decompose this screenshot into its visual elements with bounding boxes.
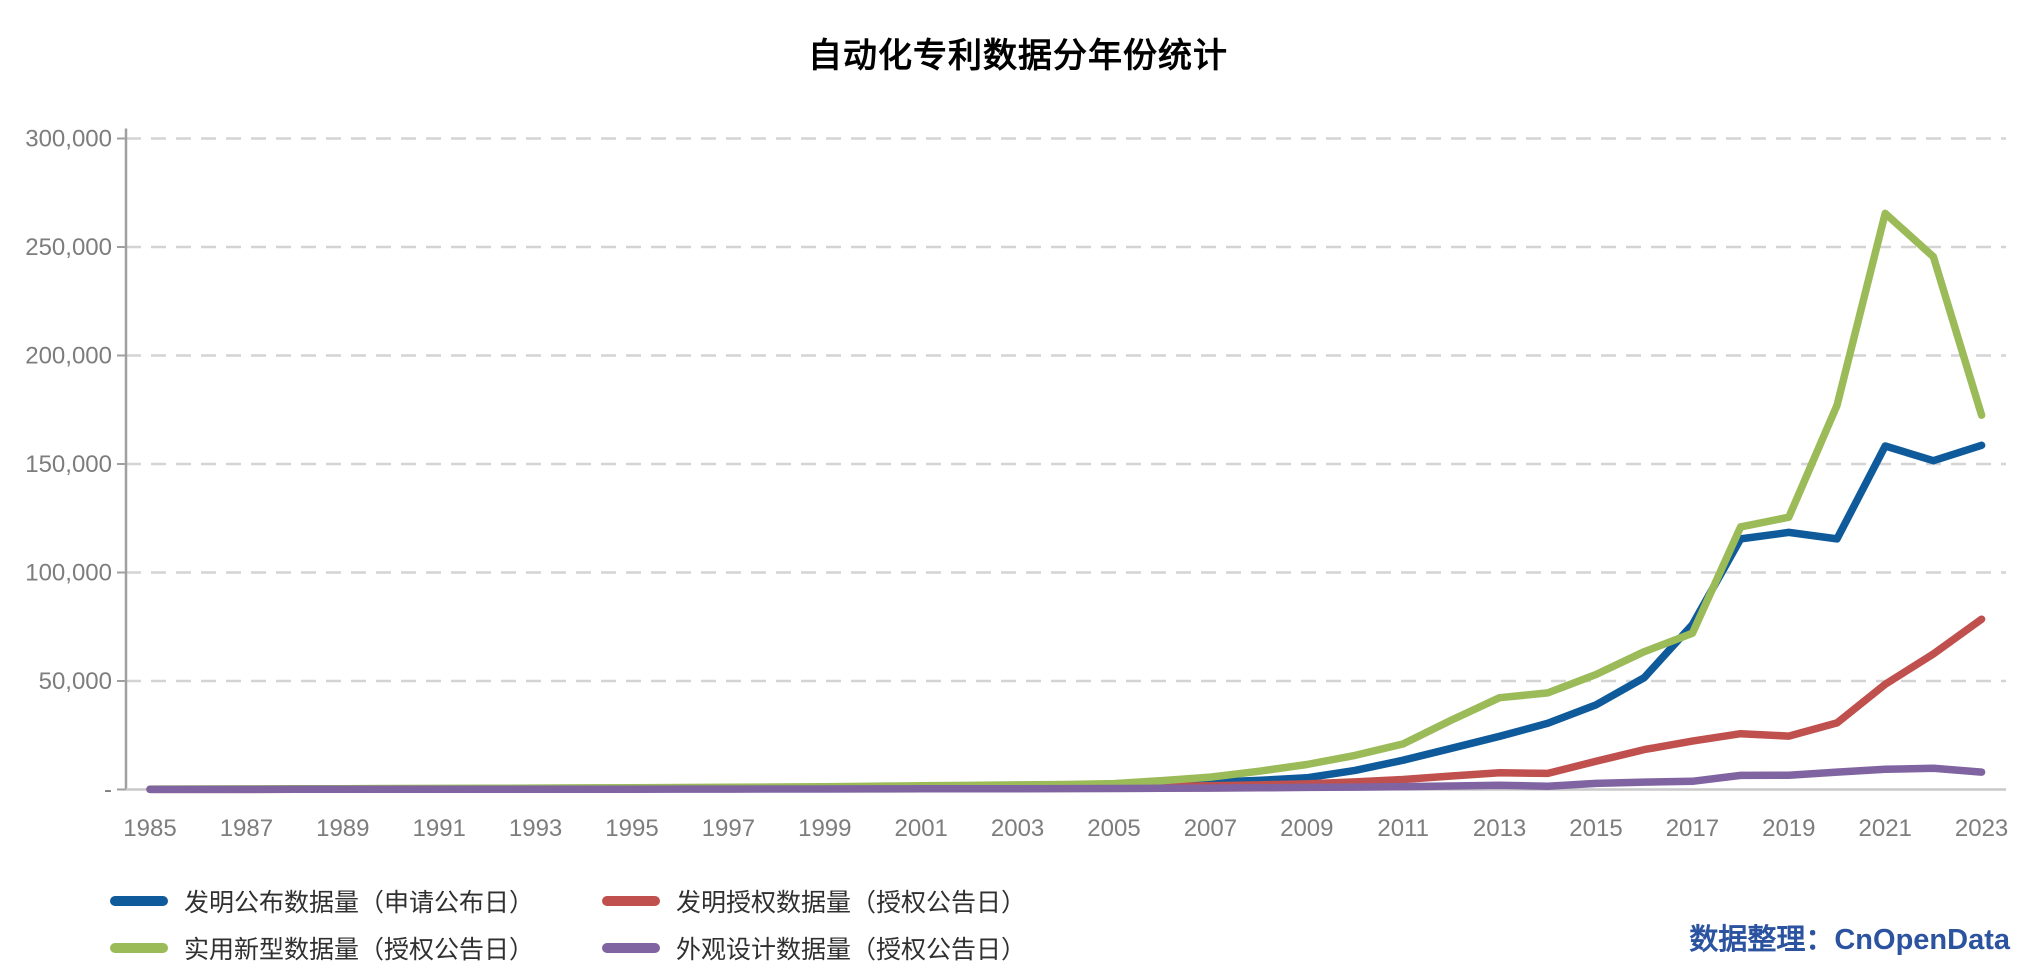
svg-text:2005: 2005 [1087,815,1140,842]
svg-text:2009: 2009 [1280,815,1333,842]
svg-text:1985: 1985 [123,815,176,842]
legend-swatch-purple [602,943,660,953]
svg-text:1993: 1993 [509,815,562,842]
legend-item-utility-model: 实用新型数据量（授权公告日） [110,931,602,965]
svg-text:300,000: 300,000 [25,126,112,153]
svg-text:1995: 1995 [605,815,658,842]
svg-text:2011: 2011 [1377,815,1429,842]
legend-swatch-blue [110,896,168,906]
svg-text:1999: 1999 [798,815,851,842]
legend: 发明公布数据量（申请公布日） 发明授权数据量（授权公告日） 实用新型数据量（授权… [110,884,1026,965]
svg-text:150,000: 150,000 [25,451,112,478]
legend-item-design: 外观设计数据量（授权公告日） [602,931,1026,965]
svg-text:1991: 1991 [413,815,466,842]
legend-swatch-green [110,943,168,953]
svg-text:2001: 2001 [895,815,948,842]
svg-text:50,000: 50,000 [39,668,112,695]
chart-title: 自动化专利数据分年份统计 [808,37,1228,75]
svg-text:1997: 1997 [702,815,755,842]
legend-item-invention-published: 发明公布数据量（申请公布日） [110,884,602,918]
svg-text:1989: 1989 [316,815,369,842]
svg-text:250,000: 250,000 [25,234,112,261]
svg-text:1987: 1987 [220,815,273,842]
legend-label: 外观设计数据量（授权公告日） [676,936,1027,964]
legend-label: 实用新型数据量（授权公告日） [184,936,535,964]
svg-text:2015: 2015 [1569,815,1622,842]
svg-text:200,000: 200,000 [25,343,112,370]
legend-item-invention-granted: 发明授权数据量（授权公告日） [602,884,1026,918]
svg-text:100,000: 100,000 [25,560,112,587]
svg-text:2021: 2021 [1859,815,1912,842]
svg-text:2017: 2017 [1666,815,1719,842]
data-source-credit: 数据整理：CnOpenData [1689,924,2010,956]
svg-text:2023: 2023 [1955,815,2008,842]
svg-text:2013: 2013 [1473,815,1526,842]
legend-swatch-red [602,896,660,906]
svg-text:2019: 2019 [1762,815,1815,842]
legend-label: 发明授权数据量（授权公告日） [676,889,1027,917]
svg-text:2003: 2003 [991,815,1044,842]
svg-text:2007: 2007 [1184,815,1237,842]
legend-label: 发明公布数据量（申请公布日） [184,889,535,917]
svg-text:-: - [104,777,112,804]
